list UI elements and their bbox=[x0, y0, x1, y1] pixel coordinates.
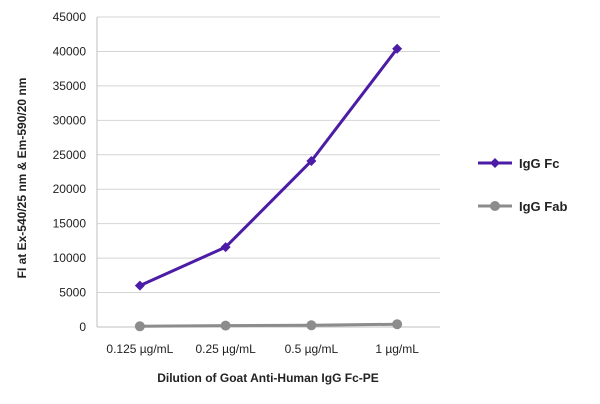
legend-label: IgG Fc bbox=[519, 156, 559, 171]
y-tick-label: 20000 bbox=[53, 182, 87, 196]
legend-item: IgG Fab bbox=[478, 199, 567, 214]
y-tick-label: 5000 bbox=[59, 286, 86, 300]
data-point bbox=[306, 320, 317, 331]
data-point bbox=[220, 320, 231, 331]
series-line bbox=[139, 47, 399, 288]
data-point bbox=[220, 242, 231, 253]
x-tick-label: 0.125 µg/mL bbox=[106, 342, 173, 356]
series-line bbox=[139, 322, 398, 328]
legend: IgG Fc IgG Fab bbox=[478, 156, 567, 214]
legend-item: IgG Fc bbox=[478, 156, 559, 171]
legend-marker bbox=[490, 158, 500, 168]
y-tick-label: 25000 bbox=[53, 148, 87, 162]
data-point bbox=[306, 155, 317, 166]
x-tick-label: 1 µg/mL bbox=[375, 342, 419, 356]
data-point bbox=[134, 280, 145, 291]
y-axis-title: FI at Ex-540/25 nm & Em-590/20 nm bbox=[15, 78, 29, 279]
legend-marker bbox=[490, 201, 500, 211]
y-tick-label: 40000 bbox=[53, 44, 87, 58]
x-axis-title: Dilution of Goat Anti-Human IgG Fc-PE bbox=[157, 371, 379, 385]
y-tick-label: 45000 bbox=[53, 10, 87, 24]
series-igg-fab bbox=[134, 319, 403, 332]
y-tick-label: 35000 bbox=[53, 79, 87, 93]
y-tick-labels: 0 5000 10000 15000 20000 25000 30000 35000 40000… bbox=[53, 10, 87, 334]
data-point bbox=[392, 319, 403, 330]
y-tick-label: 10000 bbox=[53, 251, 87, 265]
x-tick-label: 0.5 µg/mL bbox=[285, 342, 339, 356]
data-point bbox=[134, 321, 145, 332]
gridlines bbox=[97, 16, 440, 294]
y-tick-label: 30000 bbox=[53, 113, 87, 127]
y-tick-label: 15000 bbox=[53, 217, 87, 231]
x-tick-labels: 0.125 µg/mL 0.25 µg/mL 0.5 µg/mL 1 µg/mL bbox=[106, 342, 419, 356]
y-tick-label: 0 bbox=[79, 320, 86, 334]
series-lines bbox=[134, 43, 403, 332]
legend-label: IgG Fab bbox=[519, 199, 567, 214]
series-igg-fc bbox=[134, 43, 403, 291]
x-tick-label: 0.25 µg/mL bbox=[195, 342, 256, 356]
data-point bbox=[392, 43, 403, 54]
